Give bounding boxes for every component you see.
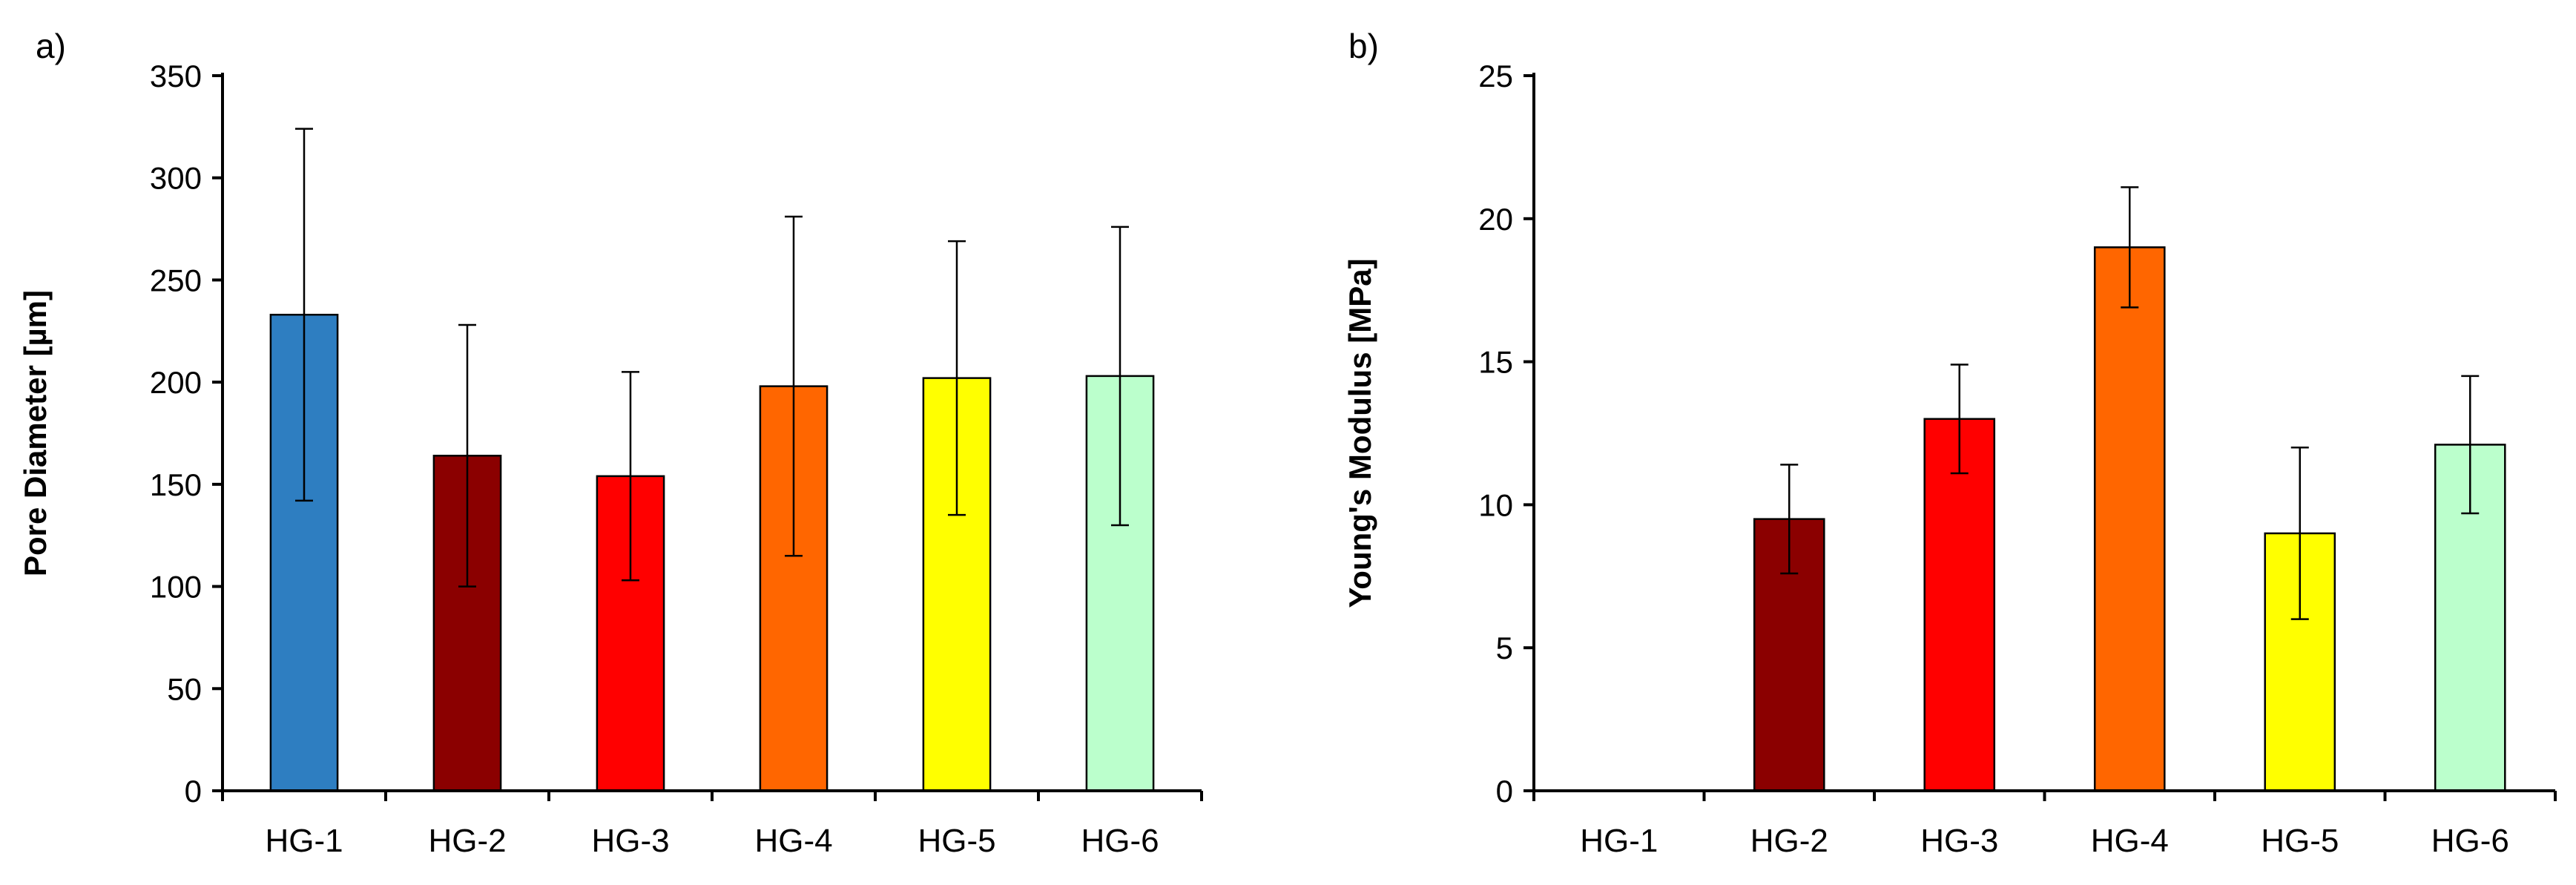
x-tick-label: HG-1 [265,823,343,859]
x-tick-label: HG-2 [1750,823,1828,859]
bar-hg-3 [1923,418,1996,792]
y-tick-label: 200 [150,365,202,400]
y-tick-label: 150 [150,467,202,502]
y-tick-label: 0 [185,774,202,809]
y-tick-label: 0 [1496,774,1513,809]
x-tick-label: HG-2 [428,823,506,859]
y-axis-label: Young's Modulus [MPa] [1343,258,1377,608]
bar-hg-4 [2093,246,2166,792]
y-tick-label: 5 [1496,631,1513,665]
y-tick-label: 300 [150,161,202,196]
x-tick-label: HG-5 [918,823,995,859]
panel-b: b) Young's Modulus [MPa] 0 5 10 15 20 25 HG-1 HG-… [1343,27,2557,859]
panel-label: a) [36,27,66,65]
x-tick-label: HG-3 [1920,823,1998,859]
panel-label: b) [1348,27,1379,65]
y-tick-label: 250 [150,263,202,297]
y-tick-label: 100 [150,570,202,605]
y-tick-label: 15 [1478,345,1513,380]
y-tick-label: 50 [167,671,202,706]
x-tick-label: HG-4 [2091,823,2169,859]
y-axis-label: Pore Diameter [µm] [18,290,53,576]
y-tick-label: 350 [150,59,202,93]
x-tick-label: HG-6 [2431,823,2509,859]
y-tick-label: 20 [1478,202,1513,237]
y-tick-label: 10 [1478,487,1513,522]
y-tick-label: 25 [1478,59,1513,93]
x-tick-label: HG-5 [2261,823,2339,859]
x-tick-label: HG-1 [1580,823,1658,859]
x-tick-label: HG-6 [1081,823,1159,859]
x-tick-label: HG-4 [754,823,832,859]
x-tick-label: HG-3 [591,823,669,859]
panel-a: a) Pore Diameter [µm] 0 50 100 150 200 250 300 35… [18,27,1203,859]
